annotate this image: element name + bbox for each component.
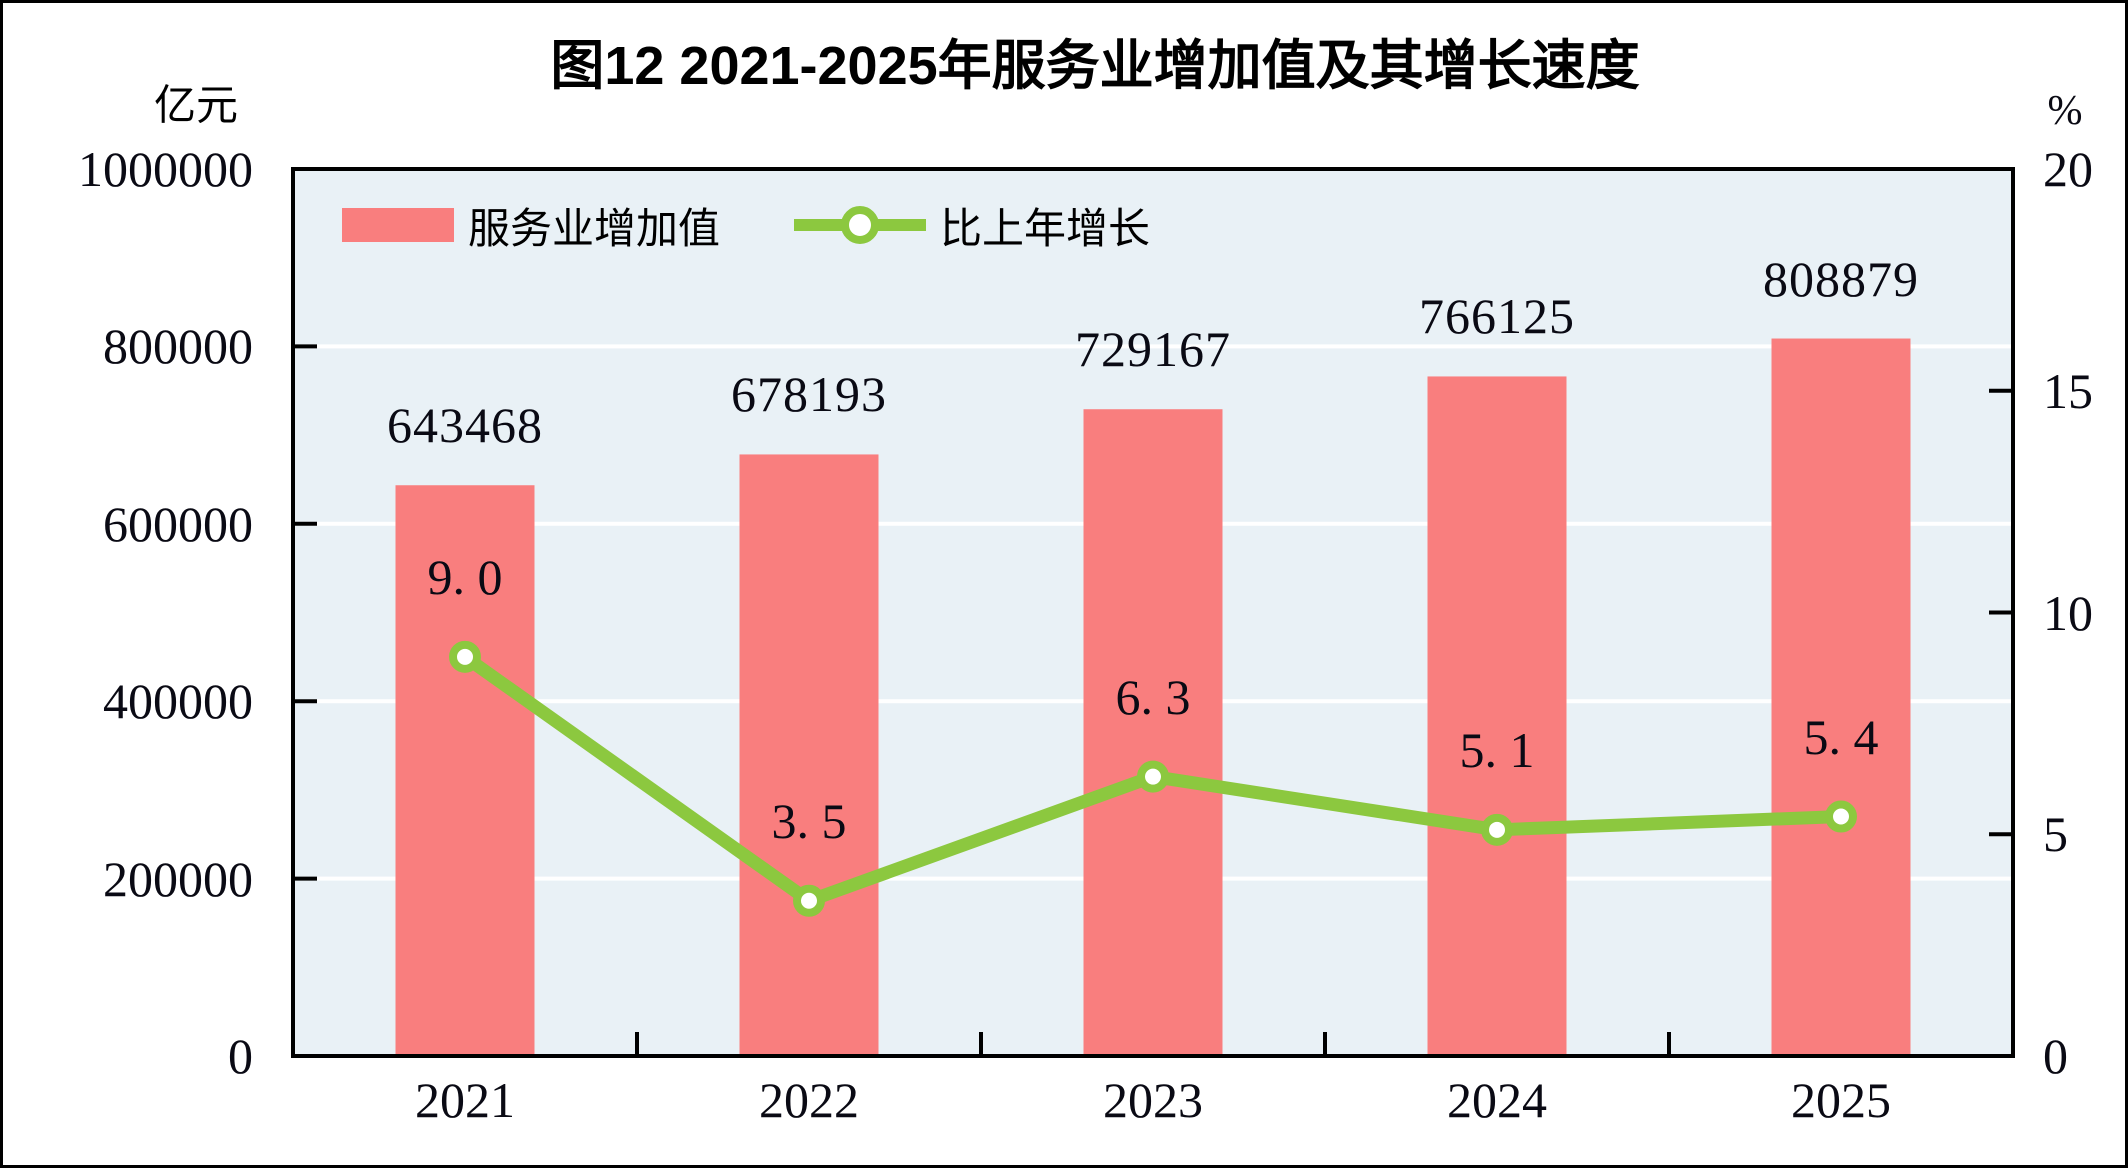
left-axis-tick-label: 600000: [103, 495, 253, 552]
plot-border: [291, 167, 2015, 1058]
bar-value-label-2025: 808879: [1763, 250, 1919, 307]
left-axis-tick-label: 1000000: [78, 141, 253, 197]
growth-value-label-2022: 3. 5: [771, 792, 847, 849]
growth-value-label-2024: 5. 1: [1459, 721, 1535, 778]
legend-line-series-label: 比上年增长: [940, 204, 1151, 252]
left-axis-tick-label: 200000: [103, 850, 253, 907]
right-axis-tick-label: 15: [2043, 362, 2093, 419]
legend-line-marker-icon: [841, 206, 880, 244]
bar-value-label-2021: 643468: [387, 397, 543, 454]
legend-bar-series-label: 服务业增加值: [468, 204, 721, 252]
growth-marker-2023: [1137, 760, 1169, 793]
right-axis-tick-label: 20: [2043, 141, 2093, 197]
bar-value-label-2024: 766125: [1419, 288, 1575, 345]
left-axis-tick-label: 400000: [103, 673, 253, 730]
growth-value-label-2021: 9. 0: [427, 548, 503, 605]
growth-marker-2021: [449, 640, 481, 673]
bar-2022: [739, 454, 879, 1056]
right-axis-tick-label: 5: [2043, 806, 2068, 863]
growth-value-label-2025: 5. 4: [1803, 708, 1879, 765]
bar-2025: [1771, 338, 1911, 1057]
growth-value-label-2023: 6. 3: [1115, 668, 1191, 725]
growth-marker-2025: [1825, 800, 1857, 833]
x-axis-label-2021: 2021: [415, 1072, 515, 1128]
left-axis-tick-label: 0: [228, 1028, 253, 1084]
bar-value-label-2023: 729167: [1075, 321, 1231, 378]
bar-2021: [395, 485, 535, 1056]
left-axis-tick-label: 800000: [103, 318, 253, 375]
right-axis-tick-label: 10: [2043, 584, 2093, 641]
x-axis-label-2023: 2023: [1103, 1072, 1203, 1128]
legend: 服务业增加值 比上年增长: [342, 197, 1150, 253]
bar-2024: [1427, 376, 1567, 1056]
growth-marker-2022: [793, 884, 825, 917]
left-axis-unit-label: 亿元: [153, 81, 239, 129]
x-axis-label-2022: 2022: [759, 1072, 859, 1128]
right-axis-unit-label: %: [2047, 88, 2083, 134]
bar-value-label-2022: 678193: [731, 366, 887, 423]
bar-2023: [1083, 409, 1223, 1056]
x-axis-label-2025: 2025: [1791, 1072, 1891, 1128]
right-axis-tick-label: 0: [2043, 1028, 2068, 1084]
growth-marker-2024: [1481, 813, 1513, 846]
x-axis-label-2024: 2024: [1447, 1072, 1547, 1128]
legend-line-swatch: [794, 206, 927, 244]
chart-title: 图12 2021-2025年服务业增加值及其增长速度: [550, 36, 1640, 96]
legend-bar-swatch: [342, 208, 454, 242]
chart-canvas: [291, 167, 2015, 1058]
